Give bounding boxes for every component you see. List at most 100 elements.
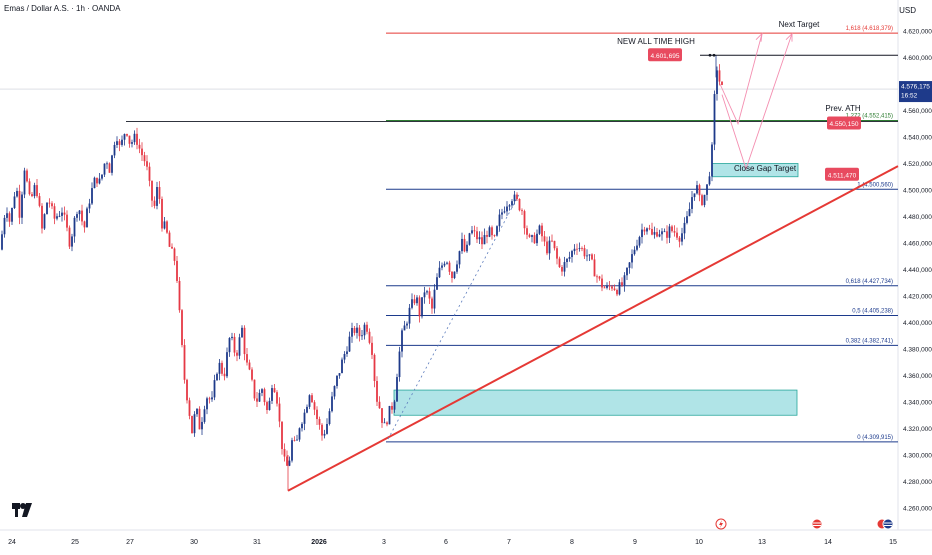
candle-body-43 (108, 163, 111, 173)
candle-body-136 (341, 359, 343, 374)
candle-body-161 (403, 325, 406, 331)
candle-body-211 (528, 234, 531, 237)
candle-body-145 (363, 324, 366, 336)
candle-body-3 (8, 213, 11, 222)
candle-body-229 (573, 248, 576, 252)
candle-body-84 (211, 397, 213, 400)
candle-body-253 (633, 249, 636, 255)
x-tick-label-8: 7 (507, 539, 511, 546)
candle-body-255 (638, 237, 641, 246)
candle-body-239 (598, 276, 601, 279)
lightning-event-icon[interactable] (715, 518, 727, 530)
candle-body-141 (353, 327, 356, 333)
candle-body-24 (61, 212, 63, 216)
candle-body-17 (43, 214, 46, 229)
candle-body-27 (68, 227, 71, 247)
candle-body-186 (466, 244, 468, 252)
fib-1-618-label: 1,618 (4.618,379) (846, 26, 893, 32)
candle-body-45 (113, 144, 116, 156)
support-trendline (287, 165, 899, 492)
candle-body-259 (648, 228, 651, 230)
candle-body-16 (41, 205, 43, 229)
candle-body-260 (651, 228, 653, 235)
candle-body-15 (38, 196, 41, 206)
x-tick-label-7: 6 (444, 539, 448, 546)
candle-body-71 (178, 280, 181, 311)
price-badges: 4.601,695 4.550,150 4.511,470 4.576,175 16:5… (648, 48, 932, 181)
candle-body-162 (406, 323, 408, 326)
y-tick-label-7: 4.480,000 (903, 214, 932, 221)
candle-body-216 (541, 225, 543, 237)
candle-body-100 (251, 369, 253, 380)
us-flag-event-icon[interactable] (811, 518, 823, 530)
candle-body-222 (556, 248, 558, 259)
candle-body-118 (296, 439, 298, 441)
x-tick-label-13: 14 (824, 539, 832, 546)
candle-body-233 (583, 248, 586, 257)
currency-label: USD (899, 6, 916, 15)
x-tick-label-6: 3 (382, 539, 386, 546)
candle-body-281 (703, 194, 706, 206)
candle-body-171 (428, 291, 431, 299)
y-tick-label-18: 4.260,000 (903, 506, 932, 513)
fib-1-272-label: 1,272 (4.552,415) (846, 114, 893, 120)
fib-guide-dotted-line (387, 192, 521, 440)
candle-body-228 (571, 251, 573, 258)
candle-body-189 (473, 230, 476, 232)
candle-body-81 (203, 409, 206, 422)
tradingview-logo[interactable] (12, 503, 32, 517)
candles (1, 55, 723, 491)
candle-body-58 (146, 161, 148, 167)
candle-body-286 (716, 70, 718, 95)
candle-body-54 (136, 133, 138, 145)
candle-body-74 (186, 379, 188, 401)
candle-body-285 (713, 94, 716, 145)
candle-body-188 (471, 230, 473, 234)
candle-body-2 (6, 213, 8, 218)
y-tick-label-8: 4.460,000 (903, 241, 932, 248)
y-tick-label-13: 4.360,000 (903, 373, 932, 380)
candle-body-252 (631, 254, 633, 263)
candle-body-99 (248, 362, 251, 370)
candle-body-137 (343, 354, 346, 360)
candle-body-29 (73, 217, 76, 237)
candle-body-77 (193, 414, 196, 434)
candle-body-148 (371, 342, 373, 355)
candle-body-181 (453, 271, 456, 279)
candle-body-39 (98, 178, 101, 184)
candle-body-132 (331, 396, 333, 412)
chart-title: Emas / Dollar A.S. · 1h · OANDA (4, 4, 121, 13)
candle-body-11 (28, 181, 31, 195)
candle-body-224 (561, 267, 563, 272)
candle-body-225 (563, 262, 566, 272)
ath-badge (648, 48, 682, 62)
candle-body-88 (221, 362, 223, 374)
gap-badge (825, 167, 859, 181)
candle-body-209 (523, 211, 526, 229)
candle-body-223 (558, 258, 561, 268)
candle-body-251 (628, 262, 631, 268)
next-target-label: Next Target (779, 20, 821, 29)
candle-body-190 (476, 231, 478, 240)
candle-body-73 (183, 345, 186, 380)
candle-body-109 (273, 388, 276, 393)
candle-body-111 (278, 403, 281, 422)
us-flag-event-icon-2[interactable] (876, 518, 894, 530)
candle-body-192 (481, 237, 483, 245)
prev-ath-label: Prev. ATH (825, 104, 860, 113)
candle-body-33 (83, 221, 86, 228)
candle-body-8 (21, 194, 23, 218)
candle-body-272 (681, 233, 683, 242)
fib-levels: 0,618 (4.427,734) 0,5 (4.405,238) 0,382 (4… (126, 26, 898, 443)
candle-body-92 (231, 336, 233, 339)
candle-body-7 (18, 190, 21, 218)
candle-body-97 (243, 327, 246, 355)
candle-body-195 (488, 227, 491, 237)
candle-body-93 (233, 336, 236, 353)
candle-body-213 (533, 235, 536, 244)
candle-body-153 (383, 422, 386, 424)
candle-body-280 (701, 195, 703, 206)
candle-body-4 (11, 207, 13, 222)
candle-body-9 (23, 170, 26, 195)
